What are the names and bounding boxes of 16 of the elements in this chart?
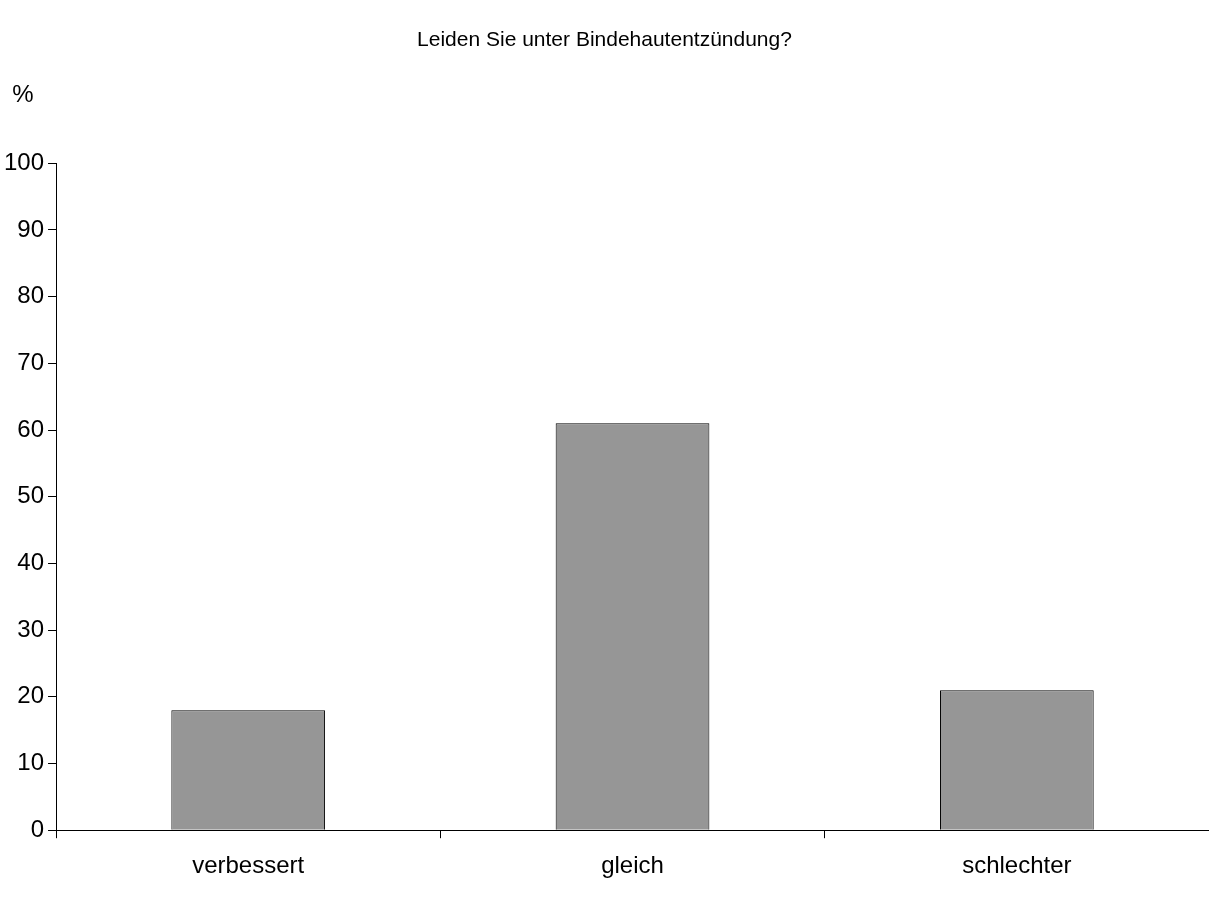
y-tick-label: 60 [17, 414, 45, 442]
y-tick-label: 90 [17, 214, 45, 242]
y-tick-label: 10 [17, 748, 45, 776]
y-axis-title: % [12, 79, 34, 107]
y-tick-label: 40 [17, 548, 45, 576]
y-tick-label: 50 [17, 481, 45, 509]
x-tick-label: gleich [601, 851, 664, 879]
x-tick-label: schlechter [962, 851, 1072, 879]
chart-title: Leiden Sie unter Bindehautentzündung? [417, 27, 792, 51]
y-tick-label: 30 [17, 614, 45, 642]
y-tick-label: 100 [4, 147, 45, 175]
y-tick-label: 20 [17, 681, 45, 709]
y-tick-label: 0 [30, 814, 45, 842]
x-tick-label: verbessert [192, 851, 305, 879]
y-tick-label: 70 [17, 347, 45, 375]
y-tick-label: 80 [17, 281, 45, 309]
